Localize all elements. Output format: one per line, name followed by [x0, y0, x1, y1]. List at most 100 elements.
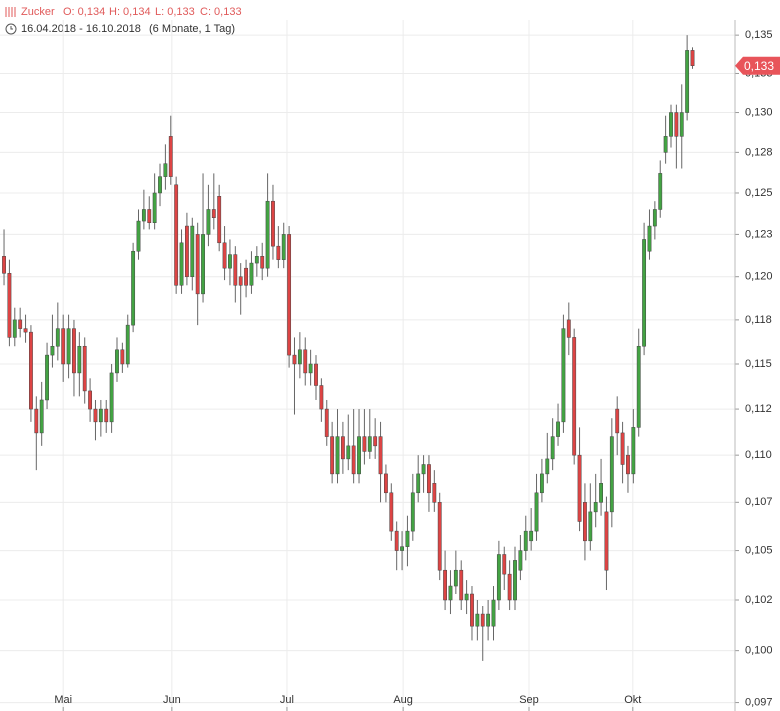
candle-body — [550, 436, 555, 460]
y-tick-label: 0,118 — [745, 314, 772, 326]
candle-body — [577, 454, 582, 522]
candle-body — [206, 209, 211, 235]
candle-body — [636, 345, 641, 428]
candle-body — [297, 349, 302, 365]
candle-body — [362, 436, 367, 452]
candle-body — [72, 328, 76, 374]
candle-body — [631, 427, 636, 475]
candle-body — [104, 408, 109, 423]
candle-body — [685, 50, 690, 113]
candle-body — [50, 345, 55, 356]
candle-body — [201, 234, 205, 295]
candle-body — [652, 209, 657, 227]
candle-body — [583, 502, 587, 542]
period: 16.04.2018 - 16.10.2018 — [21, 23, 141, 35]
candle-body — [416, 473, 421, 494]
instrument-name: Zucker — [21, 6, 55, 18]
candle-body — [168, 136, 173, 177]
candle-body — [61, 328, 66, 365]
candle-body — [330, 436, 335, 475]
candle-body — [373, 436, 378, 447]
candle-body — [190, 225, 195, 277]
candle-body — [674, 112, 679, 137]
y-tick-label: 0,123 — [745, 228, 773, 240]
candle-body — [319, 385, 324, 410]
candle-body — [115, 349, 119, 374]
candle-body — [340, 436, 345, 460]
y-tick-label: 0,112 — [745, 403, 772, 415]
candle-body — [254, 256, 259, 264]
candle-body — [249, 262, 254, 286]
x-tick-label: Mai — [54, 694, 72, 706]
candle-body — [523, 530, 528, 551]
candle-body — [93, 408, 98, 423]
grid — [0, 20, 735, 711]
candle-body — [141, 209, 146, 222]
candle-body — [179, 242, 184, 286]
y-tick-label: 0,100 — [745, 645, 773, 657]
candle-body — [281, 234, 286, 260]
candle-body — [287, 234, 292, 356]
candle-body — [271, 200, 275, 247]
candle-body — [663, 136, 668, 153]
y-tick-label: 0,110 — [745, 449, 772, 461]
candle-body — [211, 209, 216, 218]
candle-body — [174, 184, 179, 286]
candle-body — [29, 331, 33, 410]
candle-body — [427, 464, 431, 494]
candle-body — [534, 492, 539, 532]
candle-body — [378, 436, 383, 475]
candle-body — [513, 560, 517, 601]
candle-body — [351, 445, 356, 475]
header: Zucker O: 0,134 H: 0,134 L: 0,133 C: 0,1… — [5, 6, 242, 35]
candle-body — [2, 256, 6, 274]
candle-body — [55, 328, 60, 347]
candle-body — [12, 319, 17, 338]
candle-body — [448, 585, 453, 601]
candle-body — [120, 349, 125, 365]
y-tick-label: 0,097 — [745, 696, 773, 708]
candle-body — [480, 613, 485, 627]
candle-body — [599, 483, 603, 503]
candle-body — [292, 354, 297, 365]
candle-body — [324, 408, 329, 437]
last-price-marker — [735, 56, 780, 75]
candle-body — [346, 445, 351, 460]
candle-body — [437, 502, 442, 571]
clock-icon — [5, 23, 17, 35]
candle-body — [615, 408, 620, 434]
candle-body — [529, 530, 534, 542]
candle-body — [453, 569, 458, 587]
y-tick-label: 0,107 — [745, 496, 773, 508]
candle-body — [184, 225, 189, 277]
candle-body — [228, 254, 232, 269]
y-tick-label: 0,102 — [745, 594, 773, 606]
candle-body — [642, 239, 647, 347]
ohlc-low: L: 0,133 — [155, 6, 195, 18]
candle-body — [647, 225, 652, 252]
candle-body — [23, 328, 28, 333]
candle-body — [314, 363, 318, 386]
candle-body — [496, 554, 501, 601]
candle-body — [163, 163, 168, 177]
candle-body — [470, 593, 474, 627]
candle-body — [593, 502, 598, 513]
x-tick-label: Jun — [163, 694, 181, 706]
last-price-label: 0,133 — [744, 59, 774, 73]
candle-body — [507, 573, 512, 601]
candle-body — [502, 554, 507, 575]
candle-body — [405, 530, 410, 547]
candle-body — [147, 209, 152, 223]
candle-body — [572, 337, 577, 456]
candle-body — [308, 363, 313, 374]
candle-body — [464, 593, 469, 601]
candle-body — [556, 421, 560, 437]
candle-body — [195, 234, 200, 295]
y-tick-label: 0,115 — [745, 358, 772, 370]
candle-body — [539, 473, 544, 494]
period-note: (6 Monate, 1 Tag) — [149, 23, 235, 35]
candle-body — [222, 242, 227, 269]
candle-body — [561, 328, 566, 423]
candle-body — [669, 112, 673, 137]
candle-body — [158, 176, 162, 194]
